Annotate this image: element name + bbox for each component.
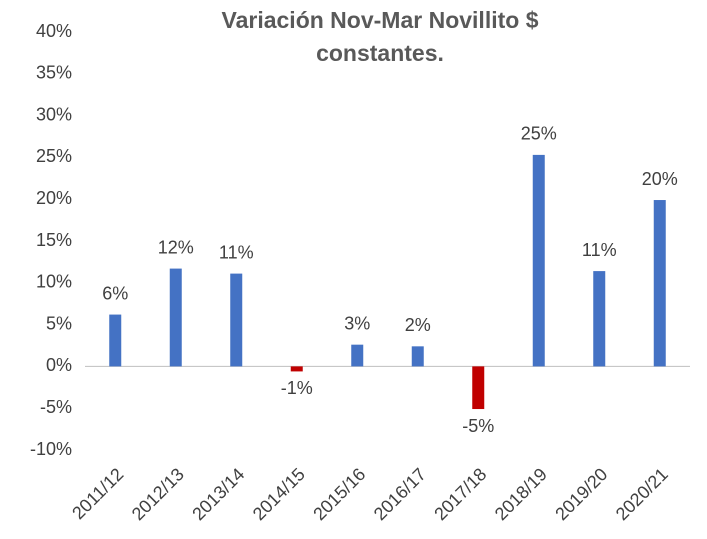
data-label: 11% [219, 242, 254, 262]
bar [351, 344, 364, 367]
bar [230, 273, 243, 367]
bar [653, 200, 666, 367]
x-tick-label: 2015/16 [309, 464, 369, 524]
bar [472, 366, 485, 410]
data-label: 12% [158, 237, 194, 257]
data-label: -1% [281, 378, 313, 398]
data-label: 3% [344, 313, 370, 333]
y-tick-label: 10% [36, 272, 72, 292]
y-tick-label: 35% [36, 63, 72, 83]
chart-title: Variación Nov-Mar Novillito $ constantes… [221, 7, 539, 66]
y-tick-label: -10% [30, 439, 72, 459]
data-label: 25% [521, 124, 557, 144]
bar [169, 268, 182, 367]
bar [411, 346, 424, 367]
y-tick-label: 0% [46, 355, 72, 375]
x-tick-label: 2019/20 [551, 464, 611, 524]
bar [109, 314, 122, 367]
bar [290, 366, 303, 372]
bar [532, 154, 545, 367]
y-tick-label: 30% [36, 104, 72, 124]
x-tick-label: 2016/17 [370, 464, 430, 524]
y-tick-label: 15% [36, 230, 72, 250]
data-label: 11% [582, 240, 617, 260]
x-tick-label: 2018/19 [491, 464, 551, 524]
data-label: 2% [405, 315, 431, 335]
y-tick-label: -5% [40, 397, 72, 417]
data-label: 6% [102, 283, 128, 303]
x-tick-label: 2013/14 [188, 464, 248, 524]
x-tick-label: 2014/15 [249, 464, 309, 524]
data-label: 20% [642, 169, 678, 189]
y-tick-label: 40% [36, 21, 72, 41]
y-tick-label: 25% [36, 146, 72, 166]
x-tick-label: 2011/12 [68, 464, 127, 523]
y-tick-label: 5% [46, 313, 72, 333]
x-tick-label: 2012/13 [128, 464, 188, 524]
y-tick-label: 20% [36, 188, 72, 208]
data-label: -5% [462, 416, 494, 436]
bar [593, 271, 606, 367]
x-tick-label: 2017/18 [430, 464, 490, 524]
x-tick-label: 2020/21 [612, 464, 672, 524]
